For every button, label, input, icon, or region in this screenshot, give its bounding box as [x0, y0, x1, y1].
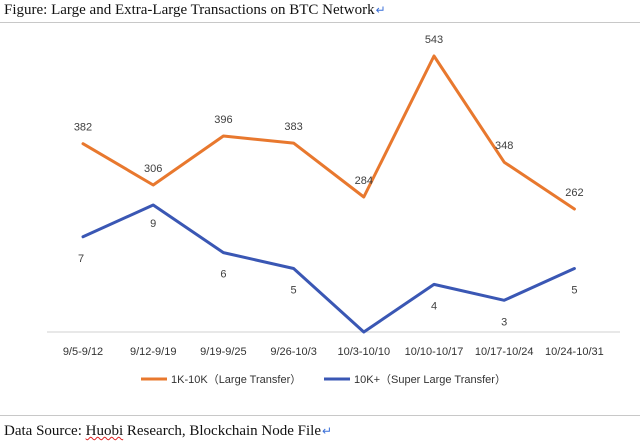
x-tick-label: 9/26-10/3 [270, 346, 316, 358]
x-tick-label: 10/17-10/24 [475, 346, 534, 358]
legend-label-2: 10K+（Super Large Transfer） [354, 373, 506, 386]
data-label: 3 [501, 316, 507, 328]
paragraph-mark-icon: ↵ [322, 424, 333, 438]
data-label: 262 [565, 187, 583, 199]
data-label: 543 [425, 34, 443, 46]
x-tick-label: 9/19-9/25 [200, 346, 246, 358]
series-line-2 [81, 203, 576, 334]
x-tick-label: 10/3-10/10 [337, 346, 390, 358]
legend-label-1: 1K-10K（Large Transfer） [171, 373, 301, 386]
data-label: 382 [74, 122, 92, 134]
paragraph-mark-icon: ↵ [375, 3, 386, 17]
figure-title: Figure: Large and Extra-Large Transactio… [4, 2, 386, 18]
data-label: 284 [355, 175, 373, 187]
data-label: 383 [284, 121, 302, 133]
data-label: 5 [291, 285, 297, 297]
data-label: 5 [571, 285, 577, 297]
data-label: 396 [214, 114, 232, 126]
chart-frame: 9/5-9/12 9/12-9/19 9/19-9/25 9/26-10/3 10/3-… [0, 22, 640, 416]
data-label: 306 [144, 163, 162, 175]
source-underlined-word: Huobi [85, 423, 124, 439]
data-label: 9 [150, 218, 156, 230]
x-tick-label: 9/5-9/12 [63, 346, 103, 358]
data-label: 6 [220, 269, 226, 281]
data-source: Data Source: Huobi Research, Blockchain … [4, 423, 333, 439]
data-label: 348 [495, 140, 513, 152]
data-label: 4 [431, 300, 437, 312]
series-line-1 [81, 54, 576, 211]
x-tick-label: 10/10-10/17 [405, 346, 464, 358]
x-tick-label: 10/24-10/31 [545, 346, 604, 358]
data-label: 7 [78, 253, 84, 265]
x-tick-label: 9/12-9/19 [130, 346, 176, 358]
line-chart: 9/5-9/12 9/12-9/19 9/19-9/25 9/26-10/3 10/3-… [47, 34, 620, 386]
